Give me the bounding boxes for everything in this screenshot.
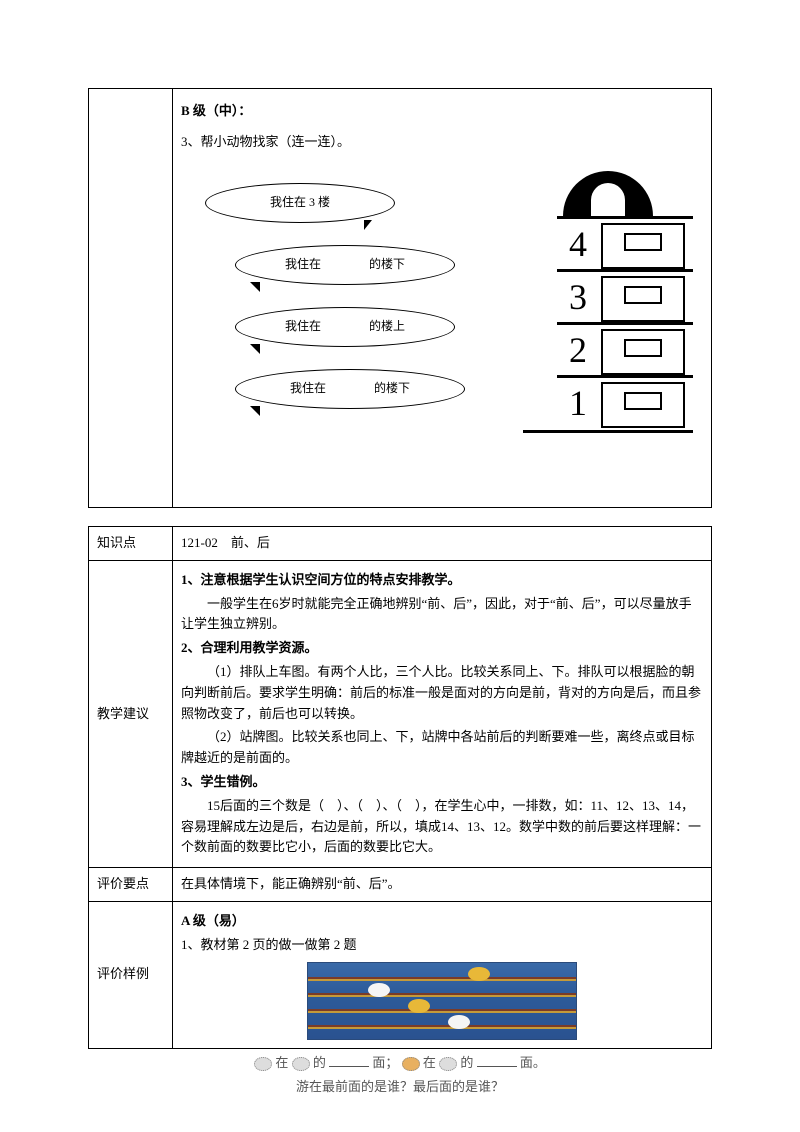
bubble-tail-icon bbox=[364, 220, 372, 230]
eval-ex-label: 评价样例 bbox=[89, 901, 173, 1048]
advice-p4: 15后面的三个数是（ ）、（ ）、（ ），在学生心中，一排数，如：11、12、1… bbox=[181, 796, 703, 858]
animal-icon bbox=[292, 1057, 310, 1071]
bubble-3-post: 的楼上 bbox=[369, 317, 405, 336]
advice-content: 1、注意根据学生认识空间方位的特点安排教学。 一般学生在6岁时就能完全正确地辨别… bbox=[173, 560, 712, 867]
advice-p3: （2）站牌图。比较关系也同上、下，站牌中各站前后的判断要难一些，离终点或目标牌越… bbox=[181, 727, 703, 769]
fill-mid: 面； bbox=[372, 1055, 398, 1070]
fill-word-in-2: 在 bbox=[423, 1055, 436, 1070]
eval-pt-label: 评价要点 bbox=[89, 868, 173, 902]
blank-field[interactable] bbox=[477, 1055, 517, 1067]
bubble-tail-icon bbox=[250, 344, 260, 354]
bubble-4-pre: 我住在 bbox=[290, 379, 326, 398]
tbl1-label-cell bbox=[89, 89, 173, 508]
blank-field[interactable] bbox=[329, 1055, 369, 1067]
row-eval-example: 评价样例 A 级（易） 1、教材第 2 页的做一做第 2 题 bbox=[89, 901, 712, 1048]
building-dome-icon bbox=[563, 171, 653, 216]
advice-p1: 一般学生在6岁时就能完全正确地辨别“前、后”，因此，对于“前、后”，可以尽量放手… bbox=[181, 594, 703, 636]
fill-end: 面。 bbox=[520, 1055, 546, 1070]
kp-value: 121-02 前、后 bbox=[173, 527, 712, 561]
advice-h1: 1、注意根据学生认识空间方位的特点安排教学。 bbox=[181, 570, 703, 591]
floor-number-3: 3 bbox=[557, 279, 587, 315]
speech-bubble-3: 我住在 的楼上 bbox=[235, 307, 455, 347]
floor-number-4: 4 bbox=[557, 226, 587, 262]
floor-block-icon bbox=[601, 223, 685, 269]
advice-p2: （1）排队上车图。有两个人比，三个人比。比较关系同上、下。排队可以根据脸的朝向判… bbox=[181, 662, 703, 724]
bubble-1-text: 我住在 3 楼 bbox=[270, 193, 330, 212]
speech-bubble-1: 我住在 3 楼 bbox=[205, 183, 395, 223]
exercise-wrap: B 级（中）： 3、帮小动物找家（连一连）。 我住在 3 楼 我住在 的楼下 我 bbox=[181, 101, 703, 501]
eval-ex-item: 1、教材第 2 页的做一做第 2 题 bbox=[181, 935, 703, 956]
bubble-column: 我住在 3 楼 我住在 的楼下 我住在 的楼上 bbox=[205, 171, 465, 431]
building-base bbox=[523, 430, 693, 433]
fill-line-2: 游在最前面的是谁？最后面的是谁？ bbox=[88, 1077, 712, 1098]
animal-icon bbox=[439, 1057, 457, 1071]
fill-word-de-1: 的 bbox=[313, 1055, 326, 1070]
exercise-table-1: B 级（中）： 3、帮小动物找家（连一连）。 我住在 3 楼 我住在 的楼下 我 bbox=[88, 88, 712, 508]
swimming-illustration bbox=[307, 962, 577, 1040]
speech-bubble-4: 我住在 的楼下 bbox=[235, 369, 465, 409]
bubble-2-pre: 我住在 bbox=[285, 255, 321, 274]
advice-h3: 3、学生错例。 bbox=[181, 772, 703, 793]
fill-word-de-2: 的 bbox=[460, 1055, 473, 1070]
overflow-fill-area: 在 的 面； 在 的 面。 游在最前面的是谁？最后面的是谁？ bbox=[88, 1053, 712, 1099]
advice-h2: 2、合理利用教学资源。 bbox=[181, 638, 703, 659]
level-b-heading: B 级（中）： bbox=[181, 101, 703, 122]
level-a-heading: A 级（易） bbox=[181, 911, 703, 932]
row-knowledge-point: 知识点 121-02 前、后 bbox=[89, 527, 712, 561]
animal-icon bbox=[254, 1057, 272, 1071]
floor-number-2: 2 bbox=[557, 332, 587, 368]
row-eval-point: 评价要点 在具体情境下，能正确辨别“前、后”。 bbox=[89, 868, 712, 902]
bubble-tail-icon bbox=[250, 406, 260, 416]
floor-block-icon bbox=[601, 276, 685, 322]
floor-block-icon bbox=[601, 382, 685, 428]
animal-icon bbox=[402, 1057, 420, 1071]
lesson-table: 知识点 121-02 前、后 教学建议 1、注意根据学生认识空间方位的特点安排教… bbox=[88, 526, 712, 1049]
bubble-tail-icon bbox=[250, 282, 260, 292]
eval-pt-value: 在具体情境下，能正确辨别“前、后”。 bbox=[173, 868, 712, 902]
floor-number-1: 1 bbox=[557, 385, 587, 421]
building-diagram: 4 3 2 bbox=[523, 171, 693, 433]
kp-label: 知识点 bbox=[89, 527, 173, 561]
q3-text: 3、帮小动物找家（连一连）。 bbox=[181, 132, 703, 153]
floor-block-icon bbox=[601, 329, 685, 375]
tbl1-content-cell: B 级（中）： 3、帮小动物找家（连一连）。 我住在 3 楼 我住在 的楼下 我 bbox=[173, 89, 712, 508]
fill-word-in-1: 在 bbox=[275, 1055, 288, 1070]
eval-ex-content: A 级（易） 1、教材第 2 页的做一做第 2 题 bbox=[173, 901, 712, 1048]
row-teaching-advice: 教学建议 1、注意根据学生认识空间方位的特点安排教学。 一般学生在6岁时就能完全… bbox=[89, 560, 712, 867]
bubble-4-post: 的楼下 bbox=[374, 379, 410, 398]
bubble-2-post: 的楼下 bbox=[369, 255, 405, 274]
fill-line-1: 在 的 面； 在 的 面。 bbox=[88, 1053, 712, 1074]
advice-label: 教学建议 bbox=[89, 560, 173, 867]
bubble-3-pre: 我住在 bbox=[285, 317, 321, 336]
speech-bubble-2: 我住在 的楼下 bbox=[235, 245, 455, 285]
